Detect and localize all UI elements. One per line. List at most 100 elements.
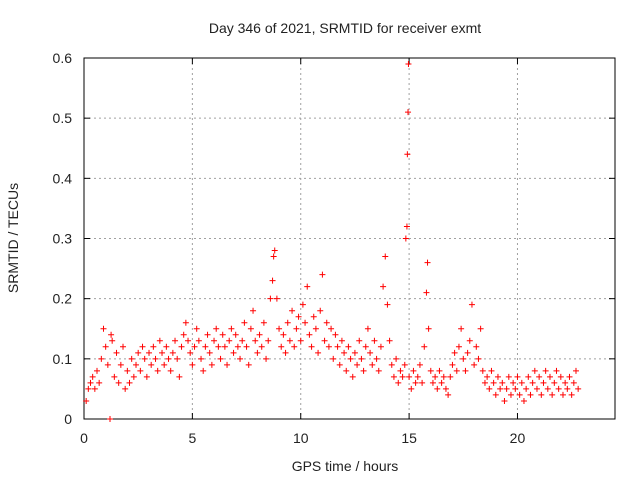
data-point [488,367,495,374]
data-point [124,367,131,374]
data-point [481,379,488,386]
data-point [403,223,410,230]
data-point [323,319,330,326]
data-point [187,349,194,356]
x-tick-label: 15 [401,430,417,446]
data-point [494,373,501,380]
data-point [98,355,105,362]
data-point [215,343,222,350]
chart-title: Day 346 of 2021, SRMTID for receiver exm… [209,20,481,36]
data-point [172,337,179,344]
data-point [406,373,413,380]
data-point [453,367,460,374]
data-point [191,343,198,350]
data-point [369,361,376,368]
data-point [449,361,456,368]
data-point [568,391,575,398]
data-point [455,343,462,350]
data-point [442,385,449,392]
data-point [460,355,467,362]
data-point [252,337,259,344]
data-point [100,325,107,332]
data-point [260,319,267,326]
data-point [334,343,341,350]
data-point [221,343,228,350]
data-point [276,325,283,332]
x-tick-label: 20 [510,430,526,446]
data-point [536,373,543,380]
data-point [208,361,215,368]
data-point [308,343,315,350]
data-point [364,325,371,332]
data-point [497,385,504,392]
data-point [412,379,419,386]
data-point [436,367,443,374]
data-point [198,355,205,362]
data-point [520,397,527,404]
data-point [306,331,313,338]
data-point [362,343,369,350]
data-point [247,325,254,332]
data-point [477,325,484,332]
data-point [555,385,562,392]
data-point [512,385,519,392]
data-point [523,385,530,392]
data-point [133,361,140,368]
data-point [139,343,146,350]
data-point [265,337,272,344]
data-point [109,337,116,344]
data-point [401,361,408,368]
data-point [302,319,309,326]
data-point [388,361,395,368]
data-point [271,247,278,254]
data-point [254,349,261,356]
data-point [402,235,409,242]
data-point [336,361,343,368]
data-point [130,373,137,380]
data-point [347,355,354,362]
data-point [169,349,176,356]
data-point [180,331,187,338]
data-point [518,379,525,386]
data-point [410,367,417,374]
data-point [232,331,239,338]
data-point [559,391,566,398]
data-point [405,61,412,68]
data-point [432,373,439,380]
data-point [141,355,148,362]
data-point [358,355,365,362]
data-point [386,337,393,344]
data-point [445,391,452,398]
x-tick-label: 5 [188,430,196,446]
data-point [501,397,508,404]
data-point [475,355,482,362]
data-point [566,373,573,380]
data-point [104,361,111,368]
y-tick-label: 0.6 [53,50,73,66]
data-point [291,343,298,350]
data-point [137,367,144,374]
data-point [360,367,367,374]
data-point [544,385,551,392]
data-point [416,361,423,368]
data-point [230,349,237,356]
data-point [299,301,306,308]
data-point [256,331,263,338]
data-point [200,367,207,374]
data-point [395,379,402,386]
data-point [345,343,352,350]
data-point [243,343,250,350]
data-point [468,301,475,308]
data-point [458,325,465,332]
data-point [282,349,289,356]
data-point [126,379,133,386]
data-point [371,337,378,344]
data-point [408,385,415,392]
data-point [250,307,257,314]
data-point [122,385,129,392]
data-point [165,355,172,362]
data-point [414,373,421,380]
data-point [507,391,514,398]
data-point [525,373,532,380]
